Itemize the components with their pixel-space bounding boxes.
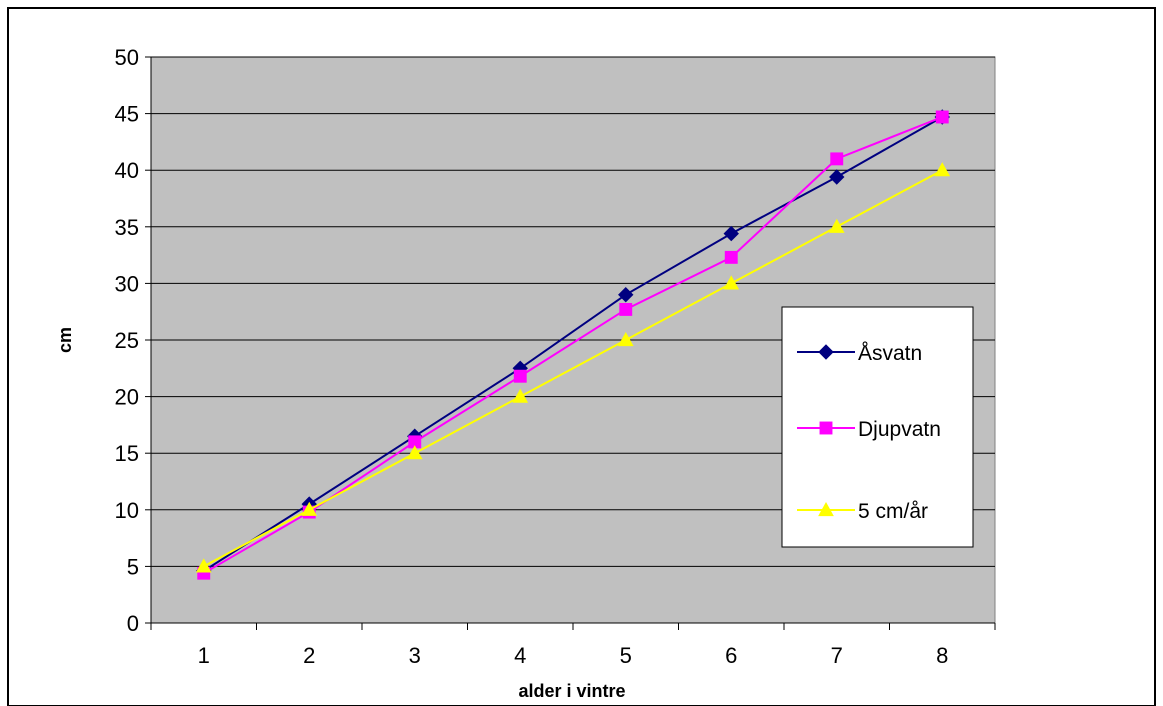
data-point bbox=[934, 162, 951, 177]
x-tick-label: 5 bbox=[620, 643, 632, 668]
y-tick-label: 30 bbox=[115, 271, 139, 296]
series-2 bbox=[195, 162, 951, 573]
legend-item: Åsvatn bbox=[797, 342, 922, 365]
x-tick-label: 7 bbox=[831, 643, 843, 668]
y-tick-label: 5 bbox=[127, 554, 139, 579]
series-line bbox=[203, 116, 943, 572]
x-tick-label: 8 bbox=[936, 643, 948, 668]
data-point bbox=[513, 369, 527, 383]
legend: Åsvatn Djupvatn 5 cm/år bbox=[781, 306, 974, 548]
y-tick-label: 40 bbox=[115, 158, 139, 183]
x-axis-ticks: 1 2 3 4 5 6 7 8 bbox=[150, 623, 996, 668]
legend-marker bbox=[818, 344, 834, 360]
data-point bbox=[618, 287, 634, 303]
data-point bbox=[512, 388, 529, 403]
data-point bbox=[617, 331, 634, 347]
x-tick-label: 4 bbox=[514, 643, 526, 668]
x-tick-label: 3 bbox=[409, 643, 421, 668]
data-point bbox=[619, 302, 633, 316]
y-tick-label: 0 bbox=[127, 611, 139, 636]
data-point bbox=[195, 558, 212, 573]
y-axis-ticks: 0 5 10 15 20 25 30 35 40 45 50 bbox=[115, 45, 151, 636]
data-point bbox=[829, 169, 845, 185]
y-tick-label: 10 bbox=[115, 498, 139, 523]
y-tick-label: 25 bbox=[115, 328, 139, 353]
x-tick-label: 2 bbox=[303, 643, 315, 668]
data-point bbox=[301, 501, 318, 516]
series-line bbox=[203, 169, 943, 568]
x-axis-title: alder i vintre bbox=[518, 681, 625, 701]
legend-item: 5 cm/år bbox=[797, 500, 928, 523]
y-axis-title: cm bbox=[55, 327, 75, 353]
x-tick-label: 6 bbox=[725, 643, 737, 668]
x-tick-label: 1 bbox=[198, 643, 210, 668]
y-tick-label: 20 bbox=[115, 385, 139, 410]
legend-marker bbox=[818, 501, 834, 517]
legend-label: 5 cm/år bbox=[858, 500, 928, 523]
legend-label: Åsvatn bbox=[858, 342, 922, 365]
y-tick-label: 45 bbox=[115, 102, 139, 127]
series-layer bbox=[195, 109, 951, 580]
data-point bbox=[406, 445, 423, 460]
legend-marker bbox=[819, 421, 833, 435]
data-point bbox=[723, 225, 739, 242]
y-tick-label: 35 bbox=[115, 215, 139, 240]
data-point bbox=[723, 275, 740, 290]
y-tick-label: 50 bbox=[115, 45, 139, 70]
legend-box bbox=[781, 306, 974, 548]
data-point bbox=[830, 152, 844, 166]
legend-label: Djupvatn bbox=[858, 418, 941, 441]
data-point bbox=[935, 110, 949, 124]
legend-item: Djupvatn bbox=[797, 418, 941, 441]
y-tick-label: 15 bbox=[115, 441, 139, 466]
data-point bbox=[724, 250, 738, 264]
data-point bbox=[828, 218, 845, 233]
